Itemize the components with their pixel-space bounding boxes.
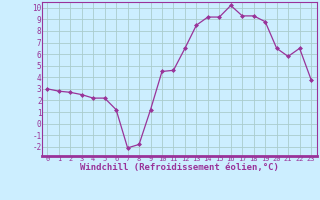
X-axis label: Windchill (Refroidissement éolien,°C): Windchill (Refroidissement éolien,°C): [80, 163, 279, 172]
